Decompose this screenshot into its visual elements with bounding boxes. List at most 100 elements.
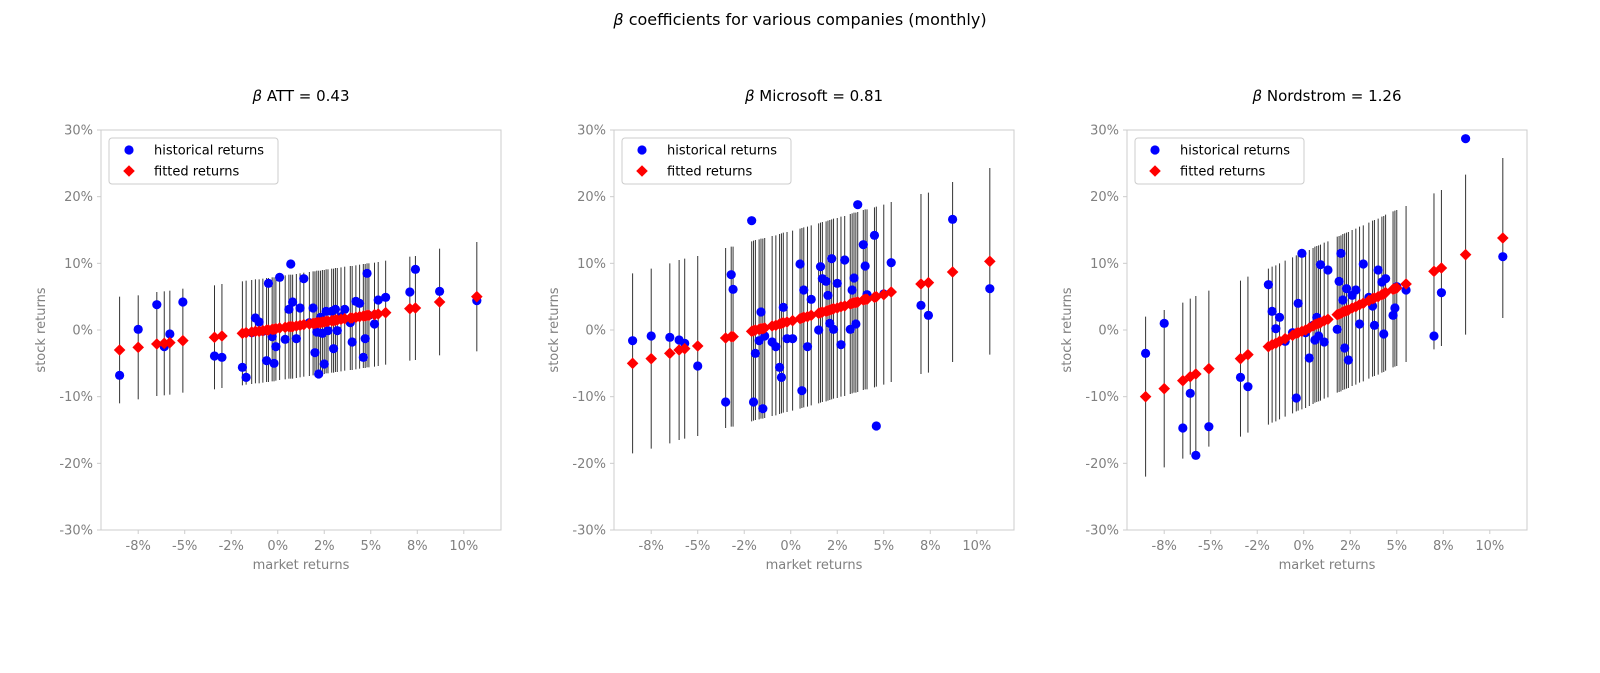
historical-point: [275, 272, 285, 282]
legend-fitted-marker: [636, 165, 648, 177]
legend-box: [621, 137, 792, 185]
fitted-point: [433, 296, 446, 308]
historical-point: [405, 287, 415, 297]
historical-point: [217, 352, 227, 362]
y-tick-label: 10%: [64, 257, 93, 272]
historical-point: [435, 286, 445, 296]
figure-title-text: coefficients for various companies (mont…: [623, 10, 987, 29]
historical-point: [263, 278, 274, 288]
historical-point: [1338, 295, 1348, 305]
historical-point: [1243, 382, 1253, 392]
historical-point: [832, 278, 842, 288]
historical-point: [948, 214, 958, 224]
fitted-point: [113, 344, 126, 356]
fitted-point: [240, 326, 252, 339]
figure-title: β coefficients for various companies (mo…: [0, 10, 1600, 29]
fitted-point: [338, 312, 351, 325]
y-tick-label: 30%: [1090, 124, 1119, 139]
chart-title-text: Microsoft = 0.81: [755, 87, 884, 105]
historical-point: [1185, 388, 1195, 398]
historical-point: [748, 397, 759, 407]
historical-point: [1191, 450, 1201, 460]
y-tick-label: -20%: [59, 457, 93, 472]
fitted-point: [691, 340, 704, 352]
historical-point: [799, 285, 809, 295]
legend-box: [108, 137, 279, 185]
historical-point: [261, 356, 272, 366]
fitted-point: [1273, 335, 1286, 348]
y-axis-label: stock returns: [34, 287, 49, 372]
historical-point: [319, 359, 329, 369]
historical-point: [721, 397, 731, 407]
historical-point: [1461, 134, 1471, 144]
y-tick-label: 20%: [1090, 190, 1119, 205]
y-tick-label: -30%: [59, 524, 93, 539]
fitted-point: [132, 341, 145, 354]
chart-panel-1: β Microsoft = 0.81 -30% -20% -10% 0% 10% 20% 30…: [547, 87, 1015, 573]
x-tick-label: -5%: [685, 539, 710, 554]
x-axis-label: market returns: [253, 558, 350, 573]
historical-point: [269, 358, 279, 368]
historical-point: [165, 329, 175, 339]
fitted-point: [1390, 282, 1403, 294]
y-tick-label: -30%: [572, 524, 606, 539]
x-tick-label: -2%: [219, 539, 244, 554]
historical-point: [916, 300, 926, 310]
historical-point: [330, 304, 341, 314]
historical-point: [310, 348, 320, 358]
legend-fitted-marker: [123, 165, 135, 177]
chart-title-beta: β: [251, 87, 262, 105]
historical-point: [332, 326, 342, 336]
historical-point: [1178, 423, 1188, 433]
fitted-point: [409, 302, 422, 314]
y-tick-label: 10%: [1090, 257, 1119, 272]
fitted-point: [1158, 382, 1171, 395]
historical-point: [323, 326, 333, 336]
historical-point: [774, 362, 785, 372]
historical-point: [628, 336, 638, 346]
historical-point: [347, 337, 357, 347]
x-tick-label: -2%: [732, 539, 757, 554]
x-tick-label: 0%: [780, 539, 801, 554]
y-tick-label: -10%: [1085, 390, 1119, 405]
historical-point: [1369, 320, 1380, 330]
historical-point: [314, 369, 324, 379]
x-tick-label: 2%: [314, 539, 335, 554]
legend-fitted-label: fitted returns: [154, 165, 240, 180]
historical-point: [1291, 393, 1301, 403]
chart-title: β Microsoft = 0.81: [744, 87, 883, 105]
x-tick-label: -5%: [172, 539, 197, 554]
x-tick-label: 10%: [449, 539, 478, 554]
historical-point: [1379, 329, 1389, 339]
historical-point: [1429, 331, 1439, 341]
historical-point: [853, 200, 863, 210]
fitted-point: [626, 357, 639, 370]
historical-point: [827, 254, 837, 264]
historical-point: [776, 372, 787, 382]
chart-title: β Nordstrom = 1.26: [1252, 87, 1402, 105]
historical-point: [1401, 285, 1411, 295]
chart-panel-0: β ATT = 0.43 -30% -20% -10% 0% 10% 20% 30% -8% -5…: [34, 87, 502, 573]
fitted-point: [645, 352, 658, 365]
historical-point: [410, 264, 421, 274]
fitted-point: [1400, 278, 1412, 290]
x-axis-label: market returns: [766, 558, 863, 573]
historical-point: [1354, 319, 1365, 329]
historical-point: [209, 351, 220, 361]
historical-point: [1141, 348, 1151, 358]
legend-historical-label: historical returns: [667, 144, 777, 159]
historical-point: [1390, 303, 1400, 313]
historical-point: [1336, 248, 1346, 258]
fitted-point: [471, 290, 483, 303]
chart-panel-2: β Nordstrom = 1.26 -30% -20% -10% 0% 10% 20% 30…: [1060, 87, 1528, 573]
fitted-point: [1242, 348, 1254, 361]
y-tick-label: -10%: [572, 390, 606, 405]
historical-point: [1293, 298, 1303, 308]
fitted-point: [1428, 265, 1440, 278]
historical-point: [355, 298, 365, 308]
historical-point: [851, 319, 861, 329]
historical-point: [1388, 310, 1398, 320]
y-tick-label: 0%: [585, 324, 606, 339]
historical-point: [362, 268, 372, 278]
